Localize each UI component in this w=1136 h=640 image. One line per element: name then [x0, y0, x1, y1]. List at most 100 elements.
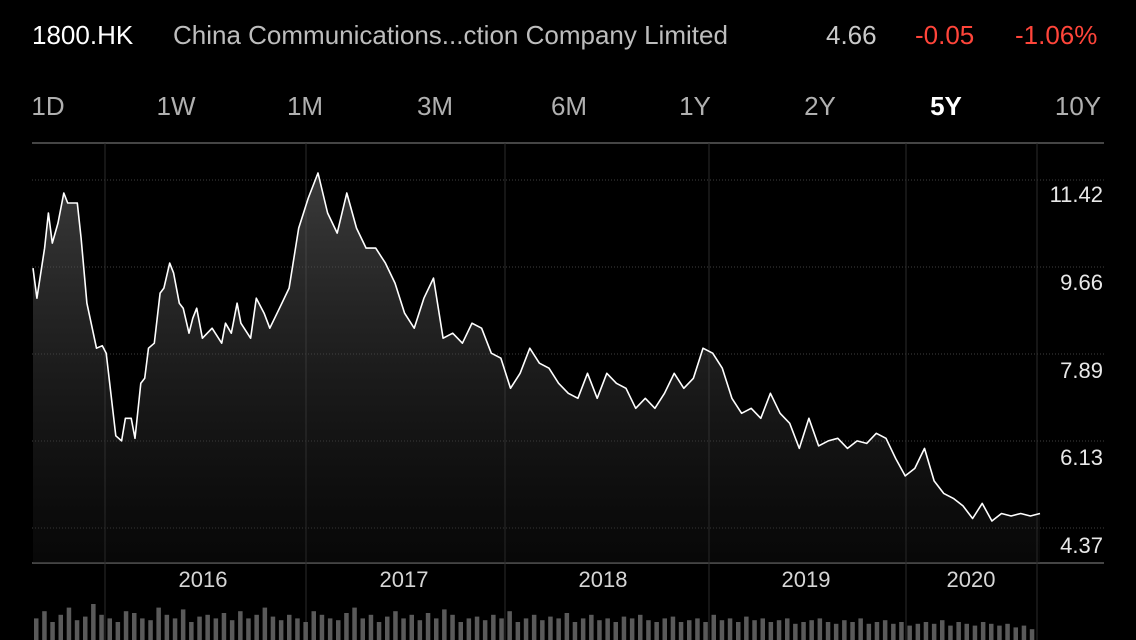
volume-bar	[744, 616, 749, 640]
volume-bar	[434, 618, 439, 640]
volume-bar	[548, 616, 553, 640]
volume-bar	[605, 618, 610, 640]
range-tab-10y[interactable]: 10Y	[1054, 91, 1102, 121]
volume-bar	[931, 623, 937, 640]
volume-bar	[695, 618, 700, 640]
x-tick-label: 2017	[380, 567, 429, 592]
volume-bar	[393, 611, 398, 640]
volume-bar	[172, 618, 178, 640]
volume-bar	[670, 616, 676, 640]
volume-bar	[948, 625, 953, 640]
volume-bar	[793, 623, 798, 640]
volume-bar	[580, 618, 586, 640]
volume-bar	[842, 620, 847, 640]
company-name: China Communications...ction Company Lim…	[173, 20, 728, 50]
volume-bar	[254, 614, 259, 640]
volume-bar	[736, 622, 741, 640]
volume-bar	[262, 607, 268, 640]
volume-bar	[156, 607, 161, 640]
volume-bar	[1029, 629, 1035, 640]
volume-bar	[531, 614, 537, 640]
price-area-fill	[33, 173, 1040, 563]
price-line	[32, 172, 1041, 522]
volume-bar	[246, 618, 251, 640]
y-tick-label: 9.66	[1060, 270, 1103, 295]
volume-bar	[825, 622, 831, 640]
volume-bar	[197, 616, 202, 640]
volume-bar	[189, 622, 194, 640]
volume-bar	[809, 620, 814, 640]
volume-bar	[964, 623, 969, 640]
volume-bar	[817, 618, 823, 640]
range-tab-3m[interactable]: 3M	[416, 91, 454, 121]
y-axis-labels: 11.42 9.66 7.89 6.13 4.37	[1050, 182, 1103, 558]
volume-bar	[907, 625, 912, 640]
volume-bar	[556, 618, 561, 640]
volume-bar	[768, 622, 774, 640]
volume-bar	[123, 611, 129, 640]
volume-bar	[58, 614, 63, 640]
volume-bar	[140, 618, 145, 640]
volume-bar	[785, 618, 790, 640]
x-tick-label: 2019	[782, 567, 831, 592]
volume-bar	[50, 622, 55, 640]
volume-bar	[597, 620, 602, 640]
volume-bar	[540, 620, 545, 640]
volume-bar	[972, 625, 978, 640]
volume-bar	[572, 622, 578, 640]
volume-bar	[221, 613, 227, 640]
volume-bar	[801, 622, 806, 640]
volume-bar	[336, 620, 341, 640]
volume-bar	[450, 614, 455, 640]
volume-bar	[164, 614, 170, 640]
volume-bar	[482, 620, 488, 640]
last-price: 4.66	[826, 20, 877, 50]
price-change-percent: -1.06%	[1015, 20, 1098, 50]
volume-bar	[940, 620, 945, 640]
volume-bar	[662, 618, 667, 640]
volume-bar	[360, 618, 365, 640]
volume-bar	[213, 618, 219, 640]
volume-bar	[858, 618, 863, 640]
volume-bar	[719, 620, 725, 640]
volume-bar	[589, 614, 594, 640]
y-tick-label: 4.37	[1060, 533, 1103, 558]
x-tick-label: 2016	[179, 567, 228, 592]
volume-bar	[368, 614, 374, 640]
volume-bar	[1013, 627, 1018, 640]
volume-bar	[882, 620, 888, 640]
volume-bar	[229, 620, 235, 640]
ticker-symbol: 1800.HK	[32, 20, 134, 50]
volume-bar	[752, 620, 757, 640]
volume-bar	[654, 622, 659, 640]
volume-bar	[989, 623, 994, 640]
volume-bar	[295, 618, 300, 640]
y-tick-label: 6.13	[1060, 445, 1103, 470]
range-tab-6m[interactable]: 6M	[550, 91, 588, 121]
volume-bar	[956, 622, 961, 640]
volume-bar	[564, 613, 570, 640]
range-tab-1w[interactable]: 1W	[156, 91, 196, 121]
volume-bar	[278, 620, 284, 640]
volume-bar	[711, 614, 716, 640]
range-tab-1m[interactable]: 1M	[286, 91, 324, 121]
volume-bar	[891, 623, 896, 640]
range-tab-1y[interactable]: 1Y	[679, 91, 711, 121]
volume-bar	[899, 622, 904, 640]
time-range-selector: 1D 1W 1M 3M 6M 1Y 2Y 5Y 10Y	[0, 88, 1136, 128]
volume-bar	[515, 622, 521, 640]
volume-bar	[401, 618, 406, 640]
volume-bar	[115, 622, 121, 640]
volume-bar	[376, 622, 382, 640]
volume-bar	[327, 618, 333, 640]
volume-bar	[923, 622, 929, 640]
range-tab-1d[interactable]: 1D	[31, 91, 65, 121]
volume-bar	[874, 622, 880, 640]
range-tab-5y[interactable]: 5Y	[930, 91, 962, 121]
range-tab-2y[interactable]: 2Y	[804, 91, 836, 121]
volume-bar	[66, 607, 72, 640]
volume-bar	[425, 613, 431, 640]
volume-bar	[42, 611, 47, 640]
volume-bar	[132, 613, 137, 640]
